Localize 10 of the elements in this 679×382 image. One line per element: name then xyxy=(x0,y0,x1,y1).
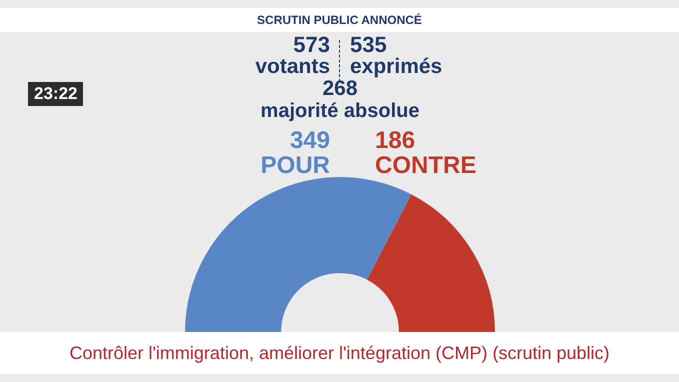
text: 573 votants xyxy=(254,32,330,78)
text: Contrôler l'immigration, améliorer l'intégration (CMP) (scrutin public) xyxy=(0,332,679,374)
data-label: 349 xyxy=(288,127,330,154)
slice-label: POUR xyxy=(260,152,330,179)
data-label: 186 xyxy=(375,127,416,154)
text: 268 majorité absolue xyxy=(260,77,420,122)
text: 23:22 xyxy=(28,82,84,106)
chart-title: SCRUTIN PUBLIC ANNONCÉ xyxy=(0,8,679,32)
text: 535 exprimés xyxy=(350,32,444,78)
slice-label: CONTRE xyxy=(375,152,478,179)
